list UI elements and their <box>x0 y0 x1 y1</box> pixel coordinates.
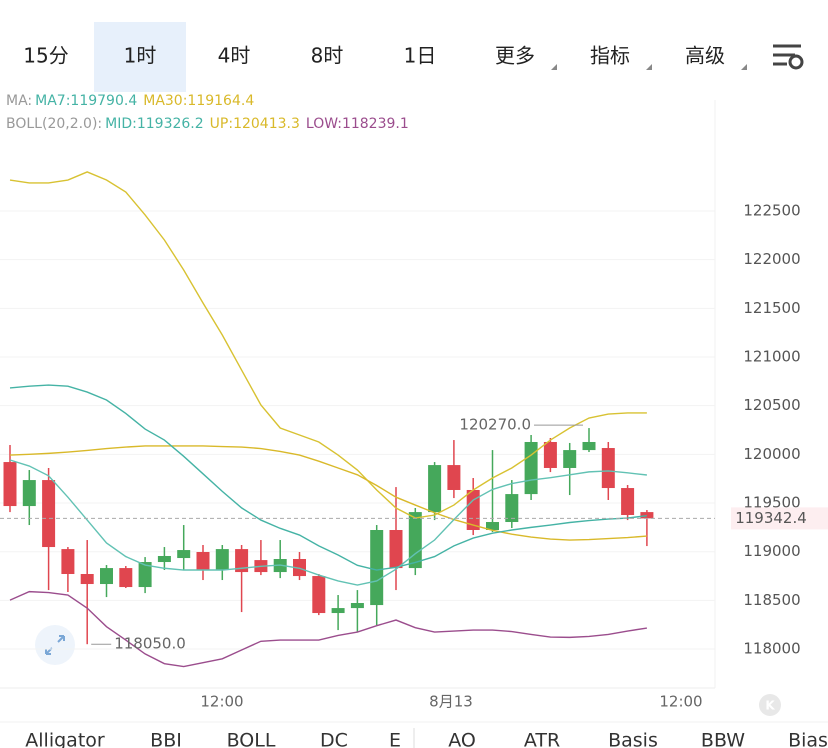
candle-body <box>389 529 403 569</box>
logo-badge <box>759 694 781 716</box>
y-tick-label: 121500 <box>743 299 800 317</box>
timeframe-tab[interactable]: 15分 <box>23 44 68 68</box>
candle-body <box>447 465 461 490</box>
candle-body <box>331 608 345 614</box>
indicator-line <box>9 171 647 519</box>
indicator-tab[interactable]: BBW <box>701 730 745 748</box>
dropdown-caret <box>741 64 747 70</box>
indicator-value: LOW:118239.1 <box>306 116 409 132</box>
indicator-tab[interactable]: Bias <box>788 730 828 748</box>
indicator-tab[interactable]: Alligator <box>25 730 105 748</box>
indicator-tab[interactable]: ATR <box>524 730 560 748</box>
indicator-tab[interactable]: DC <box>320 730 348 748</box>
y-tick-label: 119000 <box>743 542 800 560</box>
last-price-box <box>731 507 828 530</box>
y-tick-label: 120500 <box>743 396 800 414</box>
indicator-line <box>9 384 647 571</box>
expand-bg <box>35 625 75 665</box>
candle-body <box>466 489 480 530</box>
last-price-label: 119342.4 <box>735 509 807 527</box>
candle-body <box>157 555 171 563</box>
x-tick-label: 12:00 <box>659 693 702 711</box>
candle-body <box>543 441 557 468</box>
candle-body <box>505 494 519 523</box>
timeframe-tab[interactable]: 指标 <box>590 44 630 68</box>
candle-body <box>3 462 17 507</box>
y-tick-label: 118000 <box>743 640 800 658</box>
settings-icon[interactable] <box>773 44 804 70</box>
min-label: 118050.0 <box>114 635 186 653</box>
candle-body <box>621 488 635 516</box>
x-tick-label: 8月13 <box>429 693 473 711</box>
y-tick-label: 121000 <box>743 348 800 366</box>
candle-body <box>312 576 326 614</box>
indicator-line <box>9 590 648 668</box>
indicator-tab[interactable]: BBI <box>150 730 182 748</box>
candle-body <box>582 441 596 451</box>
indicator-tab[interactable]: BOLL <box>227 730 276 748</box>
indicator-tab[interactable]: AO <box>448 730 476 748</box>
candle-body <box>100 568 113 585</box>
dropdown-caret <box>551 64 557 70</box>
candle-body <box>601 448 615 489</box>
candle-body <box>22 480 36 507</box>
y-tick-label: 122500 <box>743 201 800 219</box>
timeframe-tab[interactable]: 更多 <box>495 44 535 68</box>
expand-arrows <box>45 635 65 655</box>
candle-body <box>408 512 422 569</box>
candle-body <box>524 441 538 495</box>
timeframe-tab[interactable]: 4时 <box>218 44 251 68</box>
expand-button[interactable] <box>35 625 75 665</box>
icon-gear <box>788 54 804 70</box>
candle-body <box>61 549 75 575</box>
active-tab-bg <box>94 22 186 92</box>
candle-body <box>563 450 577 468</box>
dropdown-caret <box>646 64 652 70</box>
plot <box>0 171 715 668</box>
x-tick-label: 12:00 <box>200 693 243 711</box>
indicator-value: UP:120413.3 <box>210 116 300 132</box>
max-label: 120270.0 <box>459 416 531 434</box>
y-tick-label: 118500 <box>743 591 800 609</box>
indicator-value: MA30:119164.4 <box>143 93 254 109</box>
candle-body <box>350 603 364 609</box>
timeframe-tab[interactable]: 1日 <box>404 44 437 68</box>
indicator-tab[interactable]: Basis <box>608 730 658 748</box>
timeframe-tab[interactable]: 高级 <box>685 44 725 68</box>
indicator-value: MID:119326.2 <box>105 116 204 132</box>
candle-body <box>428 465 442 513</box>
candle-body <box>370 529 384 606</box>
indicator-value: MA7:119790.4 <box>35 93 137 109</box>
candle-body <box>640 512 654 519</box>
indicator-label: MA: <box>6 93 32 109</box>
candle-body <box>80 574 94 585</box>
indicator-tab[interactable]: E <box>389 730 401 748</box>
candle-body <box>177 550 191 559</box>
indicator-line <box>9 445 647 541</box>
candle-body <box>215 549 229 571</box>
indicator-label: BOLL(20,2.0): <box>6 116 102 132</box>
y-tick-label: 119500 <box>743 494 800 512</box>
indicator-line <box>9 459 647 586</box>
timeframe-tab[interactable]: 8时 <box>311 44 344 68</box>
candle-body <box>293 559 306 577</box>
timeframe-tab[interactable]: 1时 <box>124 44 157 68</box>
candle-body <box>235 549 249 573</box>
candle-body <box>486 522 499 530</box>
y-tick-label: 122000 <box>743 250 800 268</box>
candle-body <box>138 562 152 588</box>
y-tick-label: 120000 <box>743 445 800 463</box>
candle-body <box>119 568 133 588</box>
candle-body <box>42 480 56 548</box>
logo-k: K <box>765 699 775 713</box>
candle-body <box>196 552 210 571</box>
